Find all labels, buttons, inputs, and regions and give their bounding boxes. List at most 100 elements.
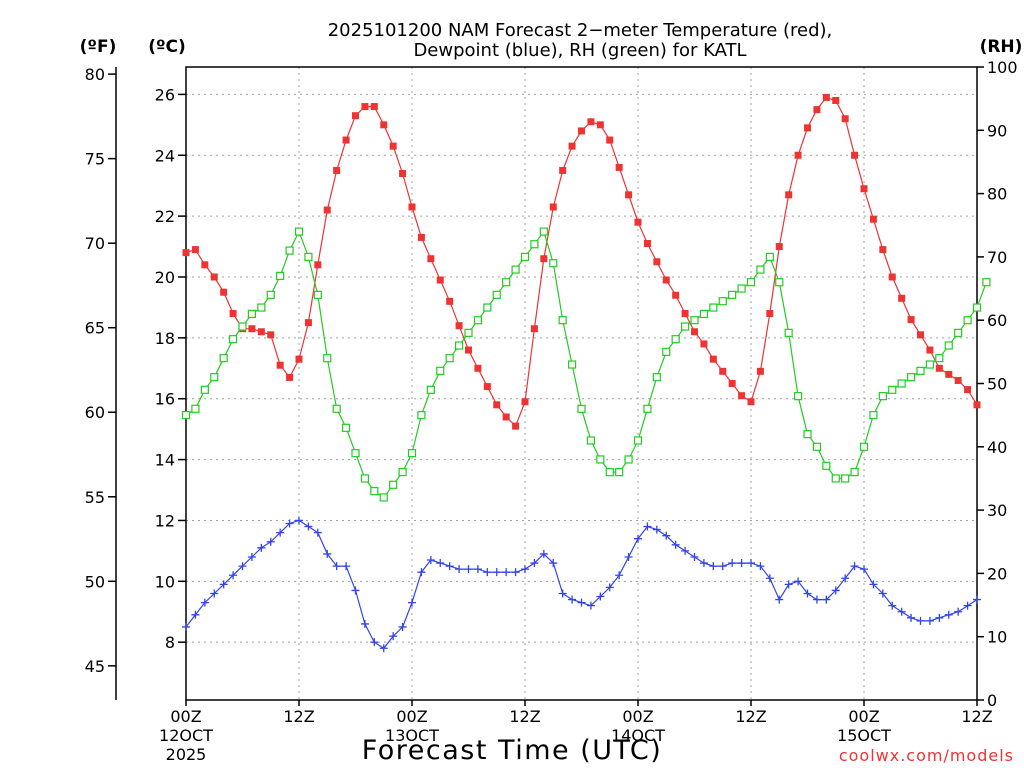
x-tick-date-label: 13OCT [385,726,439,745]
temperature-series [182,93,981,430]
dewpoint-point [464,565,473,574]
temperature-point [756,367,764,375]
dewpoint-point [436,559,445,568]
x-tick-time-label: 12Z [961,707,992,726]
dewpoint-point [944,610,953,619]
rh-point [803,430,812,439]
rh-tick-label: 90 [987,121,1007,140]
dewpoint-point [822,595,831,604]
temperature-point [653,258,661,266]
temperature-point [643,240,651,248]
rh-point [200,385,209,394]
rh-tick-label: 70 [987,248,1007,267]
x-tick-date-label: 12OCT [159,726,213,745]
temperature-point [832,96,840,104]
rh-point [454,341,464,350]
temperature-point [427,255,435,263]
rh-point [426,385,435,394]
temperature-point [964,386,972,394]
fahrenheit-tick-label: 75 [85,150,105,169]
rh-point [869,411,878,420]
temperature-point [926,346,934,354]
rh-point [502,278,511,287]
temperature-point [436,276,444,284]
rh-point [492,290,501,299]
temperature-point [747,398,755,406]
dewpoint-point [285,519,294,528]
rh-point [379,493,388,502]
temperature-point [907,316,915,324]
rh-point [247,309,257,318]
temperature-point [530,325,538,333]
dewpoint-point [473,565,482,574]
rh-tick-label: 60 [987,311,1007,330]
temperature-point [191,246,199,254]
rh-point [445,354,454,363]
rh-point [323,354,332,363]
rh-tick-label: 0 [987,691,997,710]
rh-point [615,468,624,477]
rh-point [680,322,690,331]
dewpoint-point [351,586,360,595]
temperature-point [709,355,717,363]
rh-point [360,474,370,483]
temperature-point [813,106,821,114]
temperature-point [201,261,209,269]
dewpoint-point [860,565,868,574]
rh-tick-label: 30 [987,501,1007,520]
temperature-point [352,112,359,120]
celsius-tick-label: 8 [165,633,175,652]
rh-point [822,461,831,470]
rh-point [605,468,614,477]
temperature-point [578,127,585,135]
rh-point [389,480,398,489]
rh-point [351,449,360,458]
rh-point [982,278,991,287]
dewpoint-point [577,598,586,607]
temperature-point [700,340,708,348]
rh-point [859,442,869,451]
dewpoint-point [803,589,812,598]
temperature-point [879,246,887,254]
dewpoint-line [185,519,978,650]
temperature-point [625,191,633,199]
rh-point [737,284,746,293]
dewpoint-point [370,638,379,647]
dewpoint-point [445,562,454,571]
celsius-unit-label: (ºC) [148,37,186,57]
dewpoint-point [530,559,539,568]
rh-point [850,468,859,477]
dewpoint-point [389,632,398,641]
temperature-point [719,367,727,375]
temperature-point [248,325,256,333]
temperature-point [841,115,849,123]
rh-point [718,297,727,306]
rh-point [436,366,445,375]
dewpoint-point [765,574,774,583]
rh-point [304,252,313,261]
dewpoint-point [295,516,303,525]
dewpoint-point [229,571,238,580]
celsius-tick-label: 24 [155,146,175,165]
rh-point [775,278,784,287]
rh-point [746,278,756,287]
dewpoint-point [897,607,906,616]
temperature-point [493,401,501,409]
temperature-point [521,398,529,406]
dewpoint-point [850,562,859,571]
rh-point [341,423,351,432]
temperature-point [257,328,265,336]
dewpoint-point [954,607,963,616]
dewpoint-point [200,598,209,607]
rh-point [972,303,982,312]
temperature-point [295,355,303,363]
temperature-point [474,364,482,372]
rh-point [643,404,652,413]
rh-axis: 0 10 20 30 40 50 60 70 80 90 100 [977,58,1018,710]
celsius-tick-label: 26 [155,85,175,104]
temperature-point [935,364,943,372]
dewpoint-point [342,562,351,571]
temperature-point [860,185,868,193]
celsius-tick-label: 20 [155,268,175,287]
